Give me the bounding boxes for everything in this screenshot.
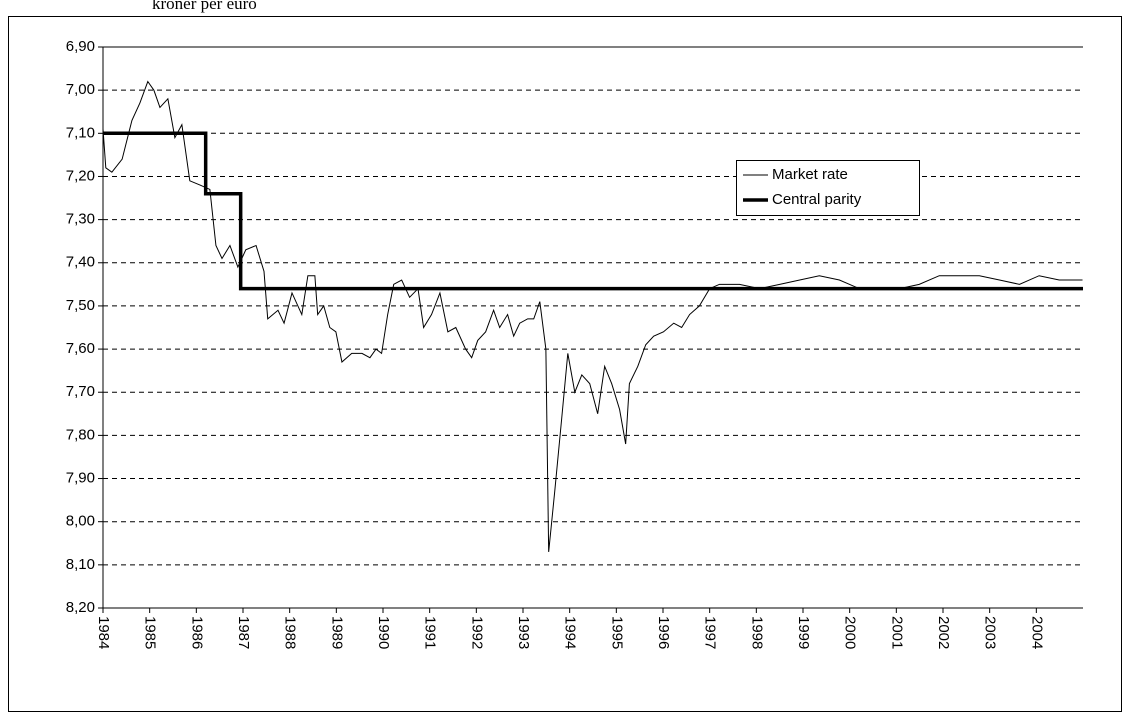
y-tick-label: 7,70: [66, 383, 95, 400]
x-tick-label: 2001: [888, 616, 905, 649]
series-line: [103, 131, 1083, 291]
x-tick-label: 1986: [188, 616, 205, 649]
x-tick-label: 1993: [515, 616, 532, 649]
y-tick-label: 6,90: [66, 38, 95, 55]
y-tick-label: 7,40: [66, 254, 95, 271]
frame: [8, 16, 1122, 712]
legend-box: [736, 160, 920, 216]
y-tick-label: 8,10: [66, 556, 95, 573]
x-tick-label: 1991: [422, 616, 439, 649]
x-tick-label: 1999: [795, 616, 812, 649]
x-tick-label: 1996: [655, 616, 672, 649]
y-tick-label: 7,80: [66, 426, 95, 443]
y-tick-label: 7,30: [66, 211, 95, 228]
legend-label: Central parity: [772, 191, 862, 208]
x-tick-label: 1997: [702, 616, 719, 649]
series-line: [102, 80, 1083, 552]
x-tick-label: 1985: [142, 616, 159, 649]
y-tick-label: 7,60: [66, 340, 95, 357]
x-tick-label: 1994: [562, 616, 579, 649]
x-tick-label: 1984: [95, 616, 112, 649]
subtitle: kroner per euro: [152, 0, 257, 13]
y-tick-label: 7,90: [66, 470, 95, 487]
x-tick-label: 1998: [748, 616, 765, 649]
x-tick-label: 1987: [235, 616, 252, 649]
y-tick-label: 7,50: [66, 297, 95, 314]
y-tick-label: 8,20: [66, 599, 95, 616]
x-tick-label: 2003: [982, 616, 999, 649]
x-tick-label: 2004: [1028, 616, 1045, 649]
x-tick-label: 1992: [468, 616, 485, 649]
x-tick-label: 1988: [282, 616, 299, 649]
x-tick-label: 1990: [375, 616, 392, 649]
y-tick-label: 7,20: [66, 167, 95, 184]
x-tick-label: 1995: [608, 616, 625, 649]
y-tick-label: 8,00: [66, 513, 95, 530]
x-tick-label: 1989: [328, 616, 345, 649]
y-tick-label: 7,10: [66, 124, 95, 141]
x-tick-label: 2000: [842, 616, 859, 649]
y-tick-label: 7,00: [66, 81, 95, 98]
x-tick-label: 2002: [935, 616, 952, 649]
legend-label: Market rate: [772, 166, 848, 183]
